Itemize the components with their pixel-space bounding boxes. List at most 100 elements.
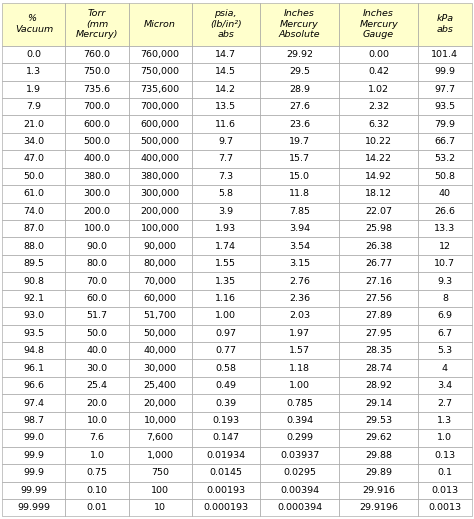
- Bar: [339, 360, 418, 377]
- Bar: [128, 307, 191, 324]
- Bar: [339, 185, 418, 202]
- Bar: [128, 185, 191, 202]
- Text: 97.7: 97.7: [434, 85, 456, 94]
- Bar: [128, 3, 191, 46]
- Bar: [191, 46, 260, 63]
- Bar: [128, 482, 191, 499]
- Bar: [128, 377, 191, 394]
- Text: 1.3: 1.3: [438, 416, 453, 425]
- Text: 380,000: 380,000: [140, 172, 180, 181]
- Bar: [65, 499, 128, 516]
- Text: 29.53: 29.53: [365, 416, 392, 425]
- Bar: [191, 464, 260, 482]
- Text: 380.0: 380.0: [83, 172, 110, 181]
- Bar: [191, 412, 260, 429]
- Text: 0.97: 0.97: [215, 329, 236, 338]
- Text: 400,000: 400,000: [140, 155, 180, 163]
- Bar: [418, 377, 472, 394]
- Bar: [260, 202, 339, 220]
- Text: 700.0: 700.0: [83, 102, 110, 111]
- Text: 0.013: 0.013: [431, 486, 458, 495]
- Text: 99.999: 99.999: [18, 503, 50, 512]
- Bar: [418, 324, 472, 342]
- Bar: [339, 98, 418, 115]
- Text: 100,000: 100,000: [140, 224, 180, 233]
- Text: 90,000: 90,000: [144, 242, 176, 251]
- Bar: [260, 238, 339, 255]
- Text: Micron: Micron: [144, 20, 176, 29]
- Text: 30.0: 30.0: [86, 364, 108, 373]
- Text: 0.42: 0.42: [368, 67, 389, 76]
- Text: 0.0145: 0.0145: [210, 468, 242, 477]
- Bar: [339, 3, 418, 46]
- Text: 750.0: 750.0: [83, 67, 110, 76]
- Text: 8: 8: [442, 294, 448, 303]
- Bar: [65, 272, 128, 290]
- Bar: [65, 307, 128, 324]
- Bar: [418, 133, 472, 151]
- Bar: [418, 482, 472, 499]
- Text: 3.94: 3.94: [289, 224, 310, 233]
- Text: Inches
Mercury
Absolute: Inches Mercury Absolute: [279, 9, 320, 39]
- Text: 0.58: 0.58: [215, 364, 236, 373]
- Text: 6.32: 6.32: [368, 119, 389, 129]
- Text: 96.6: 96.6: [23, 381, 45, 390]
- Text: 93.5: 93.5: [434, 102, 456, 111]
- Text: 14.7: 14.7: [215, 50, 236, 59]
- Bar: [191, 482, 260, 499]
- Text: 600.0: 600.0: [83, 119, 110, 129]
- Bar: [65, 255, 128, 272]
- Bar: [128, 238, 191, 255]
- Text: 13.5: 13.5: [215, 102, 237, 111]
- Bar: [128, 447, 191, 464]
- Bar: [2, 3, 65, 46]
- Text: 101.4: 101.4: [431, 50, 458, 59]
- Text: 88.0: 88.0: [23, 242, 45, 251]
- Bar: [418, 412, 472, 429]
- Bar: [260, 360, 339, 377]
- Bar: [2, 98, 65, 115]
- Text: 51,700: 51,700: [144, 311, 176, 320]
- Bar: [65, 151, 128, 168]
- Text: 1,000: 1,000: [146, 451, 173, 460]
- Text: 5.8: 5.8: [218, 189, 233, 198]
- Text: 66.7: 66.7: [434, 137, 456, 146]
- Text: 3.9: 3.9: [218, 207, 233, 216]
- Bar: [65, 360, 128, 377]
- Text: 735,600: 735,600: [140, 85, 180, 94]
- Text: 20.0: 20.0: [86, 399, 108, 407]
- Bar: [191, 115, 260, 133]
- Text: % 
Vacuum: % Vacuum: [15, 15, 53, 34]
- Bar: [339, 447, 418, 464]
- Text: psia,
(lb/in²)
abs: psia, (lb/in²) abs: [210, 9, 242, 39]
- Bar: [128, 168, 191, 185]
- Text: 0.10: 0.10: [86, 486, 108, 495]
- Text: 7.7: 7.7: [218, 155, 233, 163]
- Bar: [191, 63, 260, 80]
- Text: 28.35: 28.35: [365, 346, 392, 356]
- Bar: [65, 238, 128, 255]
- Bar: [339, 238, 418, 255]
- Text: Torr
(mm
Mercury): Torr (mm Mercury): [76, 9, 118, 39]
- Text: 74.0: 74.0: [23, 207, 45, 216]
- Bar: [128, 412, 191, 429]
- Text: 93.5: 93.5: [23, 329, 45, 338]
- Text: 28.74: 28.74: [365, 364, 392, 373]
- Text: 14.2: 14.2: [215, 85, 236, 94]
- Bar: [128, 464, 191, 482]
- Bar: [191, 238, 260, 255]
- Text: 80.0: 80.0: [86, 259, 108, 268]
- Bar: [260, 255, 339, 272]
- Text: 700,000: 700,000: [140, 102, 180, 111]
- Bar: [128, 98, 191, 115]
- Text: 26.77: 26.77: [365, 259, 392, 268]
- Bar: [260, 151, 339, 168]
- Bar: [418, 255, 472, 272]
- Bar: [260, 307, 339, 324]
- Bar: [2, 429, 65, 447]
- Bar: [260, 342, 339, 360]
- Bar: [260, 133, 339, 151]
- Bar: [65, 46, 128, 63]
- Text: 0.00193: 0.00193: [206, 486, 246, 495]
- Bar: [2, 202, 65, 220]
